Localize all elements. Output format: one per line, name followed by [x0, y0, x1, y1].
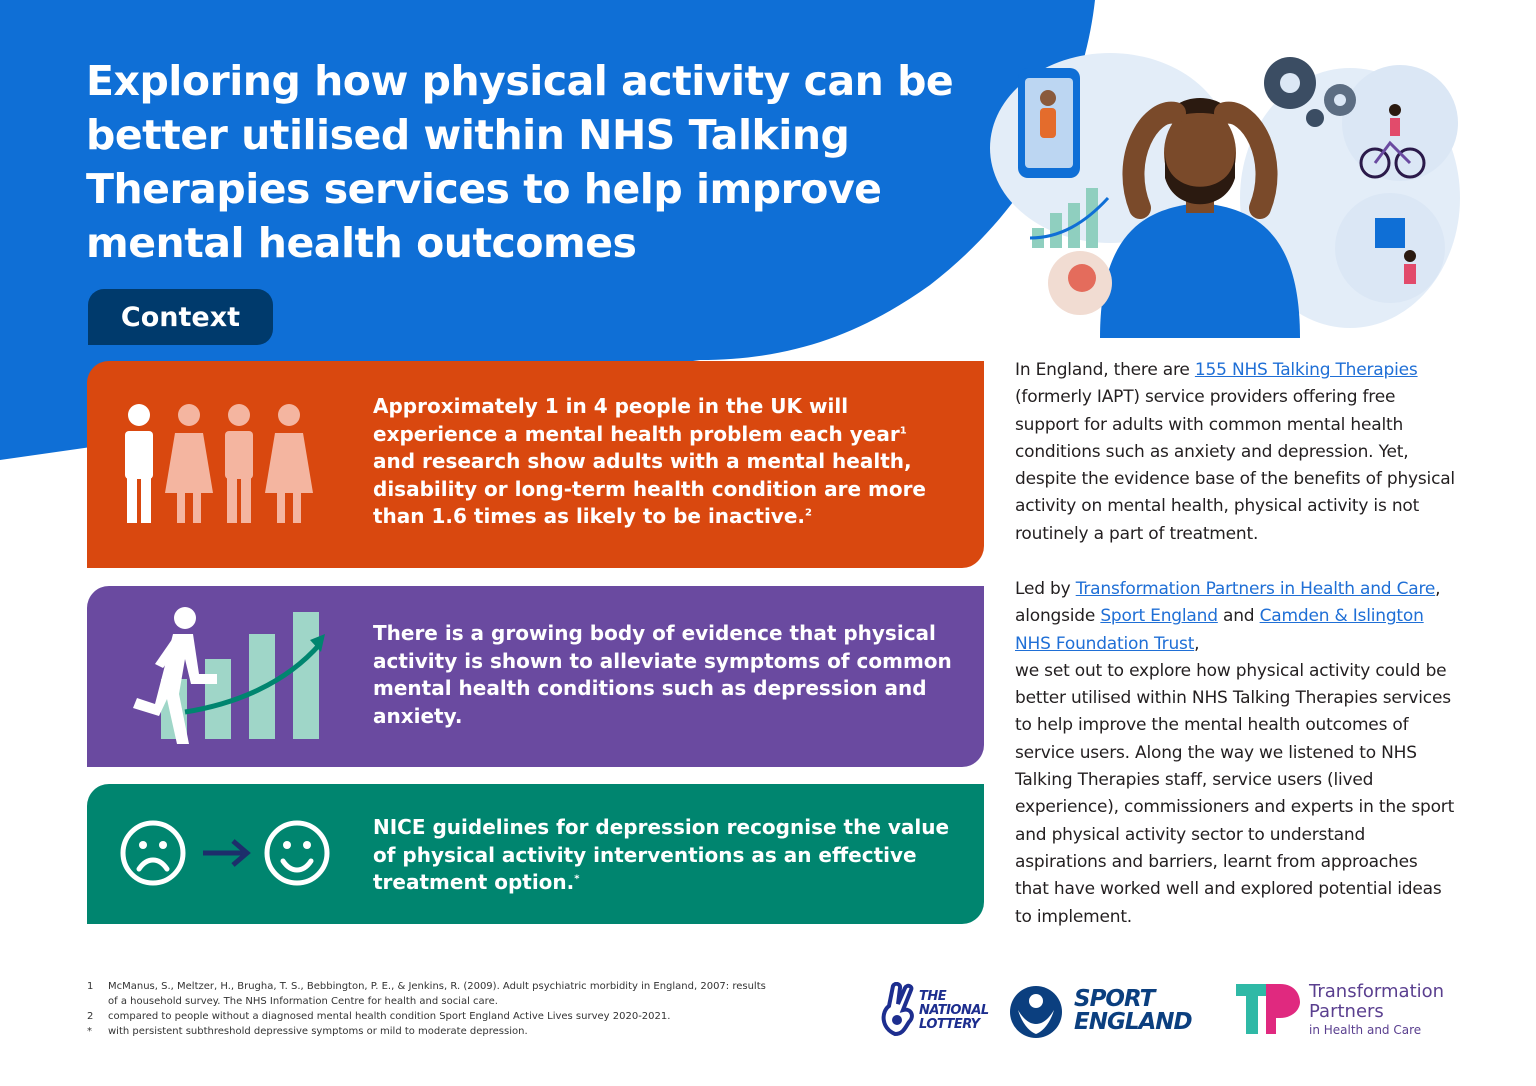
intro-paragraph: In England, there are 155 NHS Talking Th…: [1015, 360, 1455, 544]
project-paragraph: Led by Transformation Partners in Health…: [1015, 579, 1455, 927]
footnote-item: 2 compared to people without a diagnosed …: [87, 1011, 671, 1022]
footnote-item: * with persistent subthreshold depressive…: [87, 1026, 528, 1037]
evidence-text: There is a growing body of evidence that…: [373, 621, 952, 728]
hero-illustration: [990, 53, 1460, 338]
footnote-item: 1 McManus, S., Meltzer, H., Brugha, T. S.…: [87, 981, 766, 1007]
sport-england-logo: SPORT ENGLAND: [1008, 980, 1193, 1042]
transformation-partners-logo: Transformation Partners in Health and Care: [1236, 980, 1466, 1042]
stat-card-prevalence: Approximately 1 in 4 people in the UK wi…: [87, 361, 984, 568]
people-icon: [125, 404, 313, 523]
nice-text: NICE guidelines for depression recognise…: [373, 815, 950, 894]
footnotes: 1 McManus, S., Meltzer, H., Brugha, T. S.…: [87, 979, 767, 1039]
nhs-talking-therapies-link[interactable]: 155 NHS Talking Therapies: [1194, 360, 1418, 380]
sad-to-happy-icon: [120, 820, 330, 886]
sport-england-link[interactable]: Sport England: [1100, 606, 1218, 627]
camden-islington-link[interactable]: Camden & Islington NHS Foundation Trust: [1015, 606, 1424, 654]
sport-england-emblem-icon: [1010, 986, 1062, 1038]
transformation-partners-link[interactable]: Transformation Partners in Health and Ca…: [1075, 579, 1436, 599]
prevalence-text: Approximately 1 in 4 people in the UK wi…: [373, 394, 926, 528]
nice-card: NICE guidelines for depression recognise…: [87, 784, 984, 924]
national-lottery-logo: THE NATIONAL LOTTERY: [875, 980, 1000, 1042]
context-label: Context: [120, 301, 241, 333]
evidence-card: There is a growing body of evidence that…: [87, 586, 984, 767]
crossed-fingers-icon: [881, 982, 914, 1037]
context-tab: Context: [88, 289, 273, 345]
page-title: Exploring how physical activity can be b…: [86, 57, 954, 267]
tp-monogram-icon: [1236, 984, 1300, 1034]
running-growth-icon: [133, 607, 325, 744]
